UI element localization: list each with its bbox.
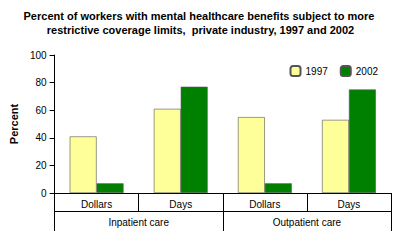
svg-text:0: 0 xyxy=(41,188,47,199)
svg-text:Dollars: Dollars xyxy=(249,199,280,210)
svg-text:Days: Days xyxy=(338,199,361,210)
svg-text:Percent: Percent xyxy=(8,103,20,144)
svg-text:40: 40 xyxy=(35,132,47,143)
svg-text:20: 20 xyxy=(35,160,47,171)
svg-text:Outpatient care: Outpatient care xyxy=(273,217,342,228)
svg-text:60: 60 xyxy=(35,105,47,116)
svg-text:1997: 1997 xyxy=(306,66,329,77)
svg-text:80: 80 xyxy=(35,77,47,88)
svg-text:Inpatient care: Inpatient care xyxy=(108,217,169,228)
svg-text:Percent of workers with mental: Percent of workers with mental healthcar… xyxy=(24,10,378,22)
svg-text:Days: Days xyxy=(169,199,192,210)
svg-text:100: 100 xyxy=(30,50,47,61)
svg-text:Dollars: Dollars xyxy=(81,199,112,210)
svg-text:2002: 2002 xyxy=(356,66,379,77)
svg-text:restrictive coverage limits,: restrictive coverage limits, private ind… xyxy=(47,24,354,36)
